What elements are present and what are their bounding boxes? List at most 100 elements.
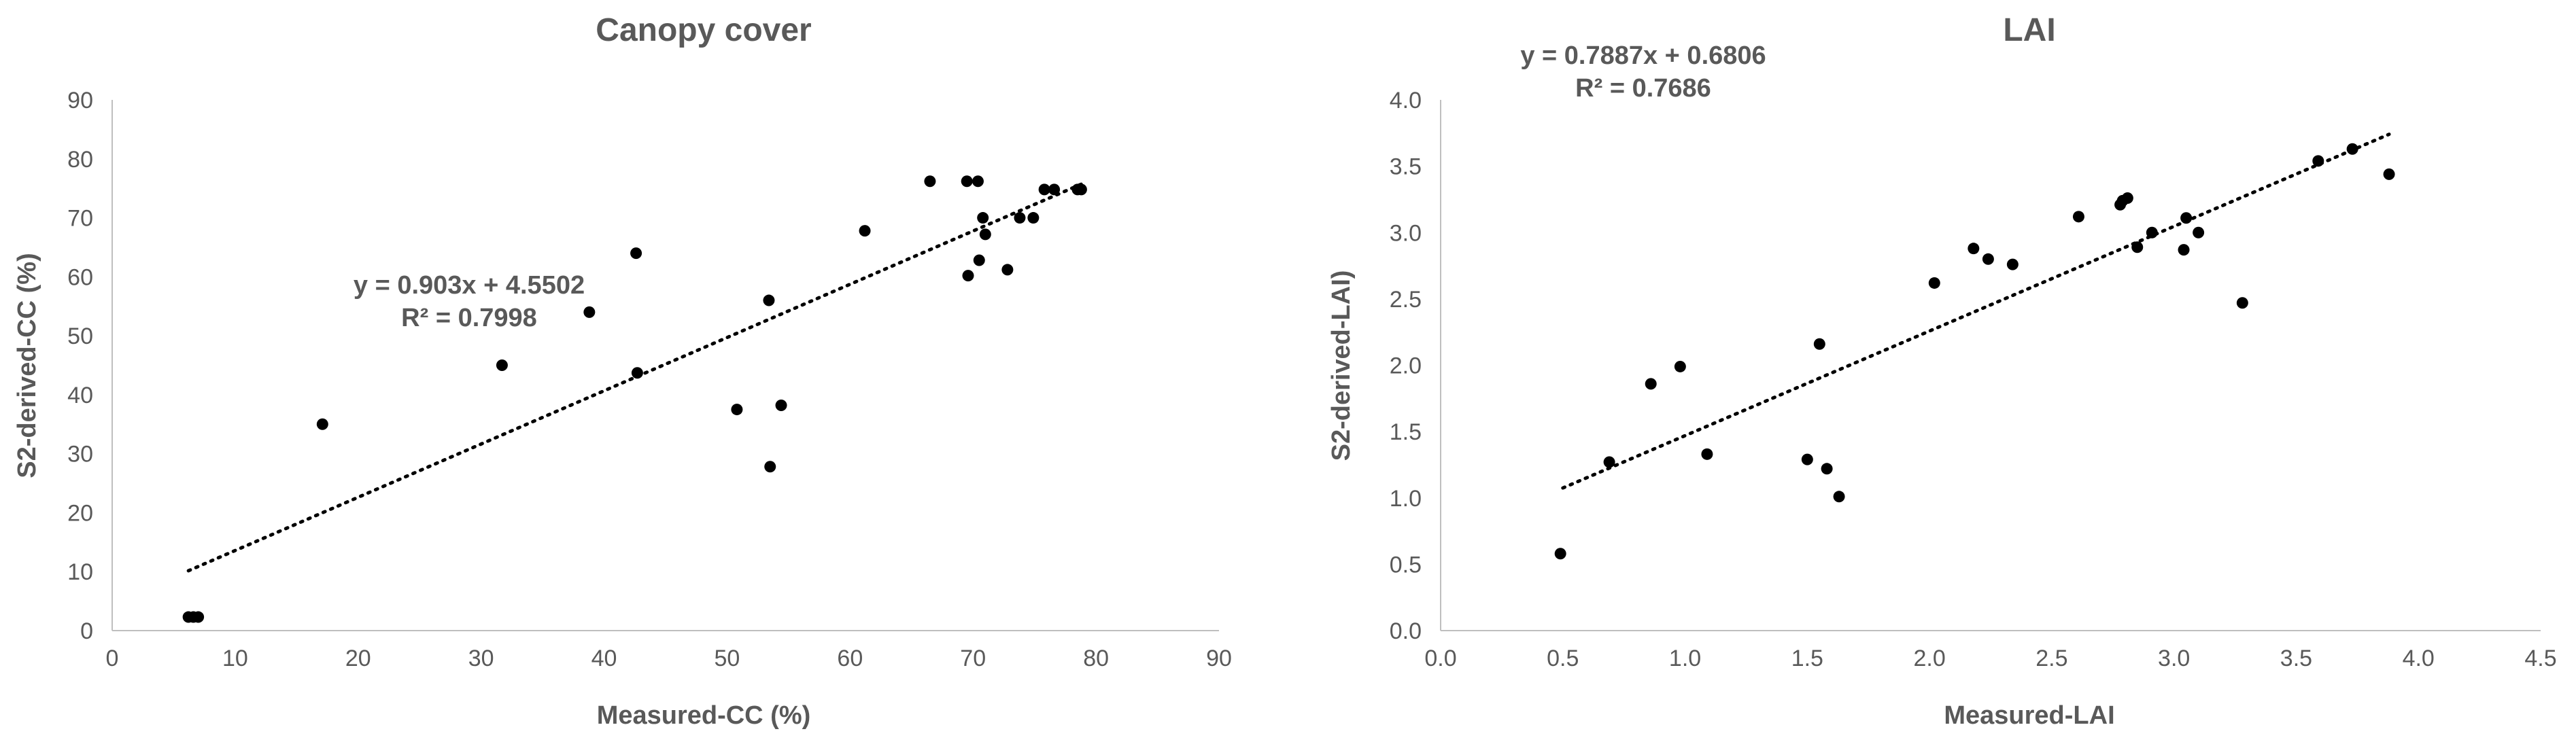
trendline-equation: y = 0.903x + 4.5502 [354, 271, 585, 300]
data-point [2006, 258, 2019, 270]
data-point [1645, 378, 1657, 390]
data-point [979, 228, 991, 241]
data-point [1701, 448, 1713, 460]
x-tick-label: 10 [222, 646, 248, 671]
x-axis-label: Measured-CC (%) [597, 701, 811, 730]
r-squared-label: R² = 0.7686 [1575, 74, 1711, 103]
data-point [972, 175, 984, 188]
axes [111, 100, 1219, 631]
x-ticks: 0 10 20 30 40 50 60 70 80 90 [106, 646, 1232, 671]
axes [1440, 100, 2541, 631]
data-point [1821, 463, 1833, 475]
y-tick-label: 60 [67, 264, 93, 290]
lai-chart: LAI Measured-LAI S2-derived-LAI) y = 0.7… [1327, 12, 2557, 730]
x-tick-label: 90 [1206, 646, 1232, 671]
x-tick-label: 1.5 [1791, 646, 1823, 671]
data-points [1554, 143, 2395, 560]
data-point [924, 175, 936, 188]
y-tick-label: 3.5 [1390, 154, 1422, 180]
y-tick-label: 2.0 [1390, 353, 1422, 379]
chart-title: Canopy cover [596, 12, 811, 48]
data-point [764, 461, 776, 473]
data-point [1554, 548, 1566, 560]
x-tick-label: 70 [960, 646, 986, 671]
data-point [583, 306, 596, 318]
data-point [192, 611, 205, 623]
x-tick-label: 30 [468, 646, 494, 671]
y-axis-label: S2-derived-LAI) [1327, 270, 1356, 461]
data-point [1075, 183, 1087, 196]
data-point [2346, 143, 2358, 155]
y-tick-label: 3.0 [1390, 220, 1422, 246]
x-ticks: 0.0 0.5 1.0 1.5 2.0 2.5 3.0 3.5 4.0 4.5 [1424, 646, 2556, 671]
y-tick-label: 40 [67, 383, 93, 408]
data-point [316, 418, 328, 430]
trendline-group [1561, 133, 2391, 490]
x-tick-label: 60 [837, 646, 863, 671]
x-axis-label: Measured-LAI [1944, 701, 2114, 730]
data-point [1603, 456, 1615, 468]
data-point [1928, 277, 1940, 289]
x-tick-label: 4.0 [2403, 646, 2435, 671]
y-tick-label: 30 [67, 442, 93, 468]
x-tick-label: 2.0 [1913, 646, 1945, 671]
data-point [2072, 211, 2084, 223]
y-ticks: 0 10 20 30 40 50 60 70 80 90 [67, 88, 93, 644]
data-point [2383, 168, 2395, 180]
y-tick-label: 80 [67, 147, 93, 173]
y-tick-label: 50 [67, 323, 93, 349]
y-tick-label: 10 [67, 559, 93, 585]
chart-title: LAI [2003, 12, 2055, 48]
data-point [977, 212, 989, 224]
data-points [182, 175, 1087, 623]
x-tick-label: 0.0 [1424, 646, 1456, 671]
data-point [1001, 264, 1014, 276]
x-tick-label: 2.5 [2036, 646, 2067, 671]
x-tick-label: 20 [345, 646, 371, 671]
x-tick-label: 4.5 [2524, 646, 2556, 671]
x-tick-label: 0.5 [1547, 646, 1579, 671]
data-point [2121, 192, 2133, 204]
data-point [2312, 155, 2324, 167]
x-tick-label: 1.0 [1669, 646, 1701, 671]
y-tick-label: 70 [67, 206, 93, 232]
y-tick-label: 0 [80, 618, 93, 644]
data-point [1801, 453, 1813, 465]
data-point [2180, 212, 2193, 224]
y-axis-label: S2-derived-CC (%) [13, 253, 41, 478]
trendline [1561, 133, 2391, 490]
data-point [973, 254, 985, 266]
data-point [763, 294, 775, 306]
data-point [2236, 297, 2248, 309]
data-point [496, 359, 508, 371]
data-point [2178, 244, 2190, 256]
x-tick-label: 3.0 [2158, 646, 2190, 671]
y-ticks: 0.0 0.5 1.0 1.5 2.0 2.5 3.0 3.5 4.0 [1390, 88, 1422, 644]
y-tick-label: 0.0 [1390, 618, 1422, 644]
data-point [1048, 183, 1061, 196]
x-tick-label: 3.5 [2280, 646, 2312, 671]
data-point [2146, 226, 2158, 239]
data-point [1014, 212, 1026, 224]
x-tick-label: 40 [591, 646, 617, 671]
data-point [631, 367, 643, 379]
data-point [1038, 183, 1050, 196]
y-tick-label: 4.0 [1390, 88, 1422, 113]
r-squared-label: R² = 0.7998 [401, 304, 537, 332]
data-point [961, 175, 973, 188]
data-point [1027, 212, 1040, 224]
y-tick-label: 1.0 [1390, 486, 1422, 512]
data-point [731, 404, 743, 416]
x-tick-label: 0 [106, 646, 119, 671]
data-point [1982, 253, 1994, 265]
data-point [2193, 226, 2205, 239]
y-tick-label: 20 [67, 500, 93, 526]
data-point [1674, 360, 1686, 372]
y-tick-label: 90 [67, 88, 93, 113]
y-tick-label: 1.5 [1390, 419, 1422, 445]
trendline-equation: y = 0.7887x + 0.6806 [1520, 41, 1766, 70]
y-tick-label: 2.5 [1390, 287, 1422, 313]
data-point [630, 247, 642, 260]
data-point [1833, 491, 1845, 503]
